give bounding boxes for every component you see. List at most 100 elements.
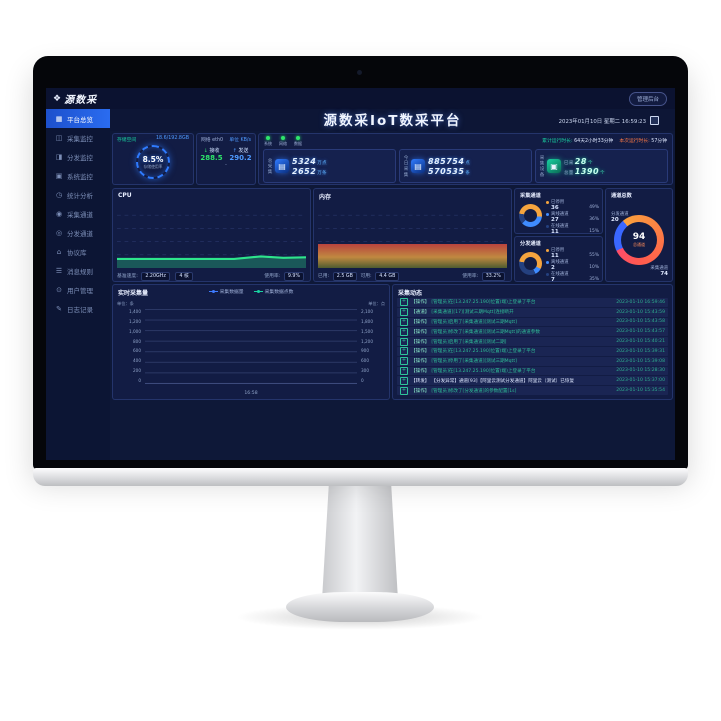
sidebar-item-message-rules[interactable]: ☰ 消息规则	[55, 266, 93, 276]
cpu-panel: CPU 基准速度: 2.20GHz	[112, 188, 311, 282]
storage-card: 存储空间 18.6/192.8GB 8.5% 存储使用率	[112, 133, 194, 185]
grid-icon: ▦	[55, 114, 63, 123]
green-dot-icon	[281, 136, 285, 140]
cpu-speed-value: 2.20GHz	[141, 272, 170, 281]
storage-gauge: 8.5% 存储使用率	[136, 145, 170, 179]
sidebar-item-system-monitor[interactable]: ▣ 系统监控	[55, 171, 93, 181]
clock-icon: ◷	[55, 190, 63, 199]
bottom-row: 实时采集量 采集数据量 采集数据点数 单位：条 单位：点 1,400 1,200	[112, 284, 673, 400]
library-icon: ⌂	[56, 247, 62, 256]
activity-row[interactable]: + 【通道】 [采集通道][17][测试三期Mqtt]连接断开 2023-01-…	[397, 307, 668, 317]
plus-icon: +	[400, 337, 408, 346]
y-axis-right: 2,100 1,800 1,500 1,200 900 600 300 0	[361, 309, 373, 383]
fullscreen-icon[interactable]	[650, 116, 659, 125]
legend-item[interactable]: 离线通道 27 36%	[546, 211, 599, 223]
legend-line-icon	[253, 290, 263, 293]
sidebar-item-dispatch-monitor[interactable]: ◨ 分发监控	[55, 152, 93, 162]
memory-usage-area	[318, 243, 507, 268]
user-icon: ⊙	[56, 285, 62, 294]
network-card: 网络 eth0 单位 KB/s ↓ 接收 288.5 ↑ 发送 290.2	[196, 133, 256, 185]
activity-row[interactable]: + 【操作】 [管理员]修改了[采集通道][测试三期Mqtt]的通道参数 202…	[397, 327, 668, 337]
app-topbar: ❖ 源数采 管理后台	[46, 88, 675, 109]
legend-line-icon	[208, 290, 218, 293]
memory-usage-value: 33.2%	[481, 272, 505, 281]
sidebar-item-stats-analysis[interactable]: ◷ 统计分析	[55, 190, 93, 200]
sidebar-item-collect-monitor[interactable]: ◫ 采集监控	[55, 133, 93, 143]
sidebar-item-overview[interactable]: ▦ 平台总览	[46, 109, 110, 128]
monitor-chin	[33, 468, 688, 486]
plus-icon: +	[400, 347, 408, 356]
activity-row[interactable]: + 【操作】 [管理员]启用了[采集通道][测试二期] 2023-01-10 1…	[397, 337, 668, 346]
monitor-stand-neck	[322, 484, 398, 600]
total-donut-chart: 94 总通道	[614, 215, 664, 265]
activity-row[interactable]: + 【操作】 [管理员]在[13.247.25.190]位置(端)上登录了平台 …	[397, 298, 668, 307]
legend-item[interactable]: 已停用 36 49%	[546, 199, 599, 211]
network-send: ↑ 发送 290.2	[229, 148, 252, 162]
activity-row[interactable]: + 【操作】 [管理员]在[13.247.25.190]位置(端)上登录了平台 …	[397, 366, 668, 376]
legend-item[interactable]: 在线通道 11 15%	[546, 223, 599, 235]
plus-icon: +	[400, 357, 408, 366]
storage-capacity: 18.6/192.8GB	[155, 136, 189, 141]
plus-icon: +	[400, 317, 408, 326]
activity-row[interactable]: + 【操作】 [管理员]停用了[采集通道][测试三期Mqtt] 2023-01-…	[397, 356, 668, 366]
stats-row: 存储空间 18.6/192.8GB 8.5% 存储使用率 网络 eth0 单位 …	[112, 133, 673, 185]
legend-item[interactable]: 离线通道 2 10%	[546, 259, 599, 271]
sidebar-item-log-records[interactable]: ✎ 日志记录	[56, 304, 93, 314]
storage-percent: 8.5%	[142, 154, 164, 164]
channel-column: 采集通道 已停用 36 49% 离线通道 27 36%	[514, 188, 603, 283]
pencil-icon: ✎	[56, 304, 62, 313]
status-data: 数据	[294, 136, 302, 147]
dispatch-total-label: 分发通道 20	[611, 212, 629, 223]
network-recv: ↓ 接收 288.5	[200, 148, 223, 162]
admin-backend-button[interactable]: 管理后台	[628, 91, 667, 106]
sidebar-item-collect-channel[interactable]: ◉ 采集通道	[55, 209, 93, 219]
legend-item[interactable]: 已停用 11 55%	[546, 247, 599, 259]
channel-icon: ◎	[55, 228, 63, 237]
main-content: 源数采IoT数采平台 2023年01月10日 星期二 16:59:23 存储空间…	[110, 109, 675, 460]
list-icon: ☰	[55, 266, 63, 275]
activity-row[interactable]: + 【操作】 [管理员]修改了[分发通道]的参数配置[1s] 2023-01-1…	[397, 386, 668, 395]
datetime-area: 2023年01月10日 星期二 16:59:23	[559, 116, 659, 125]
monitor-icon: ◫	[55, 133, 63, 142]
sidebar-item-dispatch-channel[interactable]: ◎ 分发通道	[55, 228, 93, 238]
memory-used-value: 2.5 GB	[332, 272, 357, 281]
device-icon: ▣	[547, 159, 561, 173]
sidebar-item-protocol-lib[interactable]: ⌂ 协议库	[56, 247, 87, 257]
counter-devices: 采集设备 ▣ 已采28个 总量1390个	[535, 149, 668, 183]
plus-icon: +	[400, 366, 408, 375]
status-network: 网络	[279, 136, 287, 147]
dashboard-screen: ❖ 源数采 管理后台 ▦ 平台总览 ◫ 采集监控 ◨ 分发监控 ▣ 系统监控 ◷…	[46, 88, 675, 460]
sidebar-item-user-management[interactable]: ⊙ 用户管理	[56, 285, 93, 295]
counter-total-collect: 总采集 ▤ 5324万点 2652万条	[263, 149, 396, 183]
network-unit: 单位 KB/s	[229, 138, 251, 143]
channel-total-panel: 通道总数 分发通道 20 94 总通道 采集通道 74	[605, 188, 673, 282]
uptime-info: 累计运行时长: 64天2小时33分钟 本次运行时长: 57分钟	[542, 139, 667, 144]
plus-icon: +	[400, 308, 408, 317]
system-icon: ▣	[55, 171, 63, 180]
activity-panel: 采集动态 + 【操作】 [管理员]在[13.247.25.190]位置(端)上登…	[392, 284, 673, 400]
legend-collect-points[interactable]: 采集数据点数	[253, 288, 293, 295]
green-dot-icon	[266, 136, 270, 140]
cpu-usage-value: 9.9%	[283, 272, 304, 281]
activity-row[interactable]: + 【转发】 【分发异常】通道[93]【阿里云测试分发通道】阿里云（测试）已恢复…	[397, 376, 668, 386]
collect-channel-panel: 采集通道 已停用 36 49% 离线通道 27 36%	[514, 188, 603, 235]
realtime-chart-panel: 实时采集量 采集数据量 采集数据点数 单位：条 单位：点 1,400 1,200	[112, 284, 390, 400]
logo-text: 源数采	[64, 95, 98, 106]
channel-icon: ◉	[55, 209, 63, 218]
green-dot-icon	[296, 136, 300, 140]
memory-panel: 内存 已用: 2.5 GB 可用: 4.4 GB	[313, 188, 512, 282]
cpu-chart	[117, 202, 306, 268]
database-icon: ▤	[411, 159, 425, 173]
plus-icon: +	[400, 386, 408, 395]
chart-grid	[145, 309, 357, 384]
memory-title: 内存	[319, 194, 332, 201]
webcam-dot	[357, 70, 362, 75]
arrow-down-icon: ↓	[203, 148, 208, 154]
legend-item[interactable]: 在线通道 7 35%	[546, 271, 599, 283]
activity-list: + 【操作】 [管理员]在[13.247.25.190]位置(端)上登录了平台 …	[397, 298, 668, 395]
middle-row: CPU 基准速度: 2.20GHz	[112, 188, 673, 283]
activity-row[interactable]: + 【操作】 [管理员]启用了[采集通道][测试三期Mqtt] 2023-01-…	[397, 317, 668, 327]
memory-chart	[318, 202, 507, 268]
activity-row[interactable]: + 【操作】 [管理员]在[13.247.25.190]位置(端)上登录了平台 …	[397, 346, 668, 356]
legend-collect-data[interactable]: 采集数据量	[208, 288, 244, 295]
